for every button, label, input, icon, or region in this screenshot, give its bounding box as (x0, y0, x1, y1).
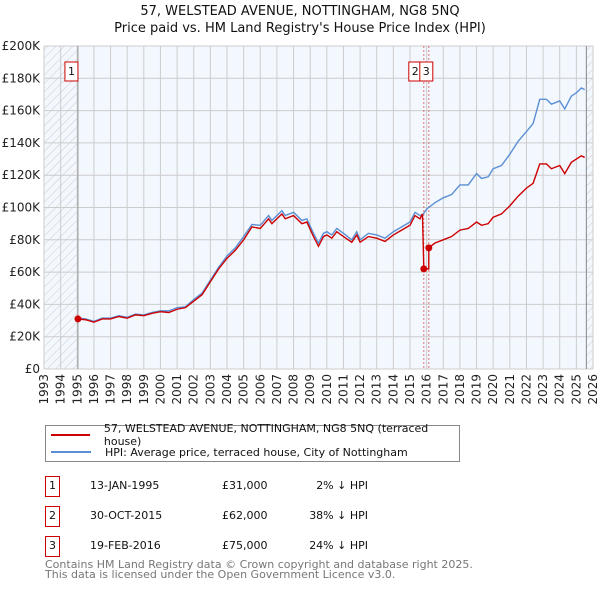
x-tick-label: 2005 (237, 374, 251, 405)
x-tick-label: 1996 (87, 374, 101, 405)
sale-1-marker (74, 315, 82, 323)
x-tick-label: 2012 (353, 374, 367, 405)
y-tick-label: £200K (2, 39, 42, 53)
chart-legend: 57, WELSTEAD AVENUE, NOTTINGHAM, NG8 5NQ… (45, 422, 460, 462)
y-tick-label: £80K (9, 233, 41, 247)
x-tick-label: 2007 (270, 374, 284, 405)
legend-swatch-price (51, 434, 90, 436)
x-tick-label: 2011 (336, 374, 350, 405)
x-tick-label: 1999 (137, 374, 151, 405)
y-tick-label: £120K (2, 168, 42, 182)
legend-label-hpi: HPI: Average price, terraced house, City… (105, 445, 408, 459)
x-tick-label: 1995 (70, 374, 84, 405)
y-tick-label: £100K (2, 201, 42, 215)
x-tick-label: 2001 (170, 374, 184, 405)
y-tick-label: £0 (25, 362, 40, 376)
sale-hpi-diff: 24% ↓ HPI (309, 539, 368, 552)
x-tick-label: 2000 (153, 374, 167, 405)
legend-swatch-hpi (51, 451, 91, 453)
sale-price: £31,000 (222, 479, 268, 492)
x-tick-label: 2022 (519, 374, 533, 405)
y-tick-label: £20K (9, 330, 41, 344)
x-tick-label: 2025 (569, 374, 583, 405)
sale-hpi-diff: 2% ↓ HPI (316, 479, 368, 492)
x-tick-label: 2013 (370, 374, 384, 405)
x-tick-label: 1998 (120, 374, 134, 405)
legend-label-price: 57, WELSTEAD AVENUE, NOTTINGHAM, NG8 5NQ… (103, 422, 429, 448)
x-tick-label: 2023 (536, 374, 550, 405)
chart-title: 57, WELSTEAD AVENUE, NOTTINGHAM, NG8 5NQ (140, 4, 460, 19)
y-tick-label: £140K (2, 136, 42, 150)
footer: Contains HM Land Registry data © Crown c… (45, 558, 473, 581)
sale-2-marker (420, 265, 428, 273)
x-tick-label: 2026 (586, 374, 600, 405)
sale-1-label-box (64, 61, 79, 82)
sale-2-label: 2 (412, 65, 419, 78)
sale-3-label-box (419, 61, 434, 82)
x-tick-label: 2010 (320, 374, 334, 405)
x-tick-label: 2020 (486, 374, 500, 405)
y-tick-label: £160K (2, 104, 42, 118)
x-tick-label: 2015 (403, 374, 417, 405)
x-tick-label: 1997 (104, 374, 118, 405)
x-tick-label: 2021 (503, 374, 517, 405)
chart-subtitle: Price paid vs. HM Land Registry's House … (114, 21, 486, 36)
x-tick-label: 1994 (54, 374, 68, 405)
x-tick-label: 2004 (220, 374, 234, 405)
x-tick-label: 2016 (420, 374, 434, 405)
sale-2-badge: 2 (45, 506, 60, 527)
x-tick-label: 2018 (453, 374, 467, 405)
sale-1-badge: 1 (45, 476, 60, 497)
sale-3-badge: 3 (45, 536, 60, 557)
x-tick-label: 2024 (553, 374, 567, 405)
sale-date: 30-OCT-2015 (90, 509, 163, 522)
x-tick-label: 2014 (386, 374, 400, 405)
sale-date: 13-JAN-1995 (90, 479, 160, 492)
price-paid-line (77, 155, 585, 323)
hpi-line (77, 87, 585, 323)
sale-3-label: 3 (423, 65, 430, 78)
sale-date: 19-FEB-2016 (90, 539, 161, 552)
footer-line-2: This data is licensed under the Open Gov… (45, 568, 396, 581)
x-tick-label: 2003 (203, 374, 217, 405)
sale-hpi-diff: 38% ↓ HPI (309, 509, 368, 522)
sale-3-marker (425, 244, 433, 252)
x-tick-label: 1993 (37, 374, 51, 405)
y-tick-label: £60K (9, 265, 41, 279)
x-tick-label: 2006 (253, 374, 267, 405)
x-tick-label: 2008 (287, 374, 301, 405)
x-tick-label: 2002 (187, 374, 201, 405)
x-tick-label: 2019 (470, 374, 484, 405)
footer-line-1: Contains HM Land Registry data © Crown c… (45, 558, 473, 571)
sale-price: £75,000 (222, 539, 268, 552)
x-tick-label: 2009 (303, 374, 317, 405)
sale-1-label: 1 (68, 65, 75, 78)
x-tick-label: 2017 (436, 374, 450, 405)
y-tick-label: £40K (9, 297, 41, 311)
sale-price: £62,000 (222, 509, 268, 522)
y-tick-label: £180K (2, 71, 42, 85)
price-chart: 1993 1994 1995 1996 1997 1998 1999 2000 2001 2002… (2, 39, 600, 405)
